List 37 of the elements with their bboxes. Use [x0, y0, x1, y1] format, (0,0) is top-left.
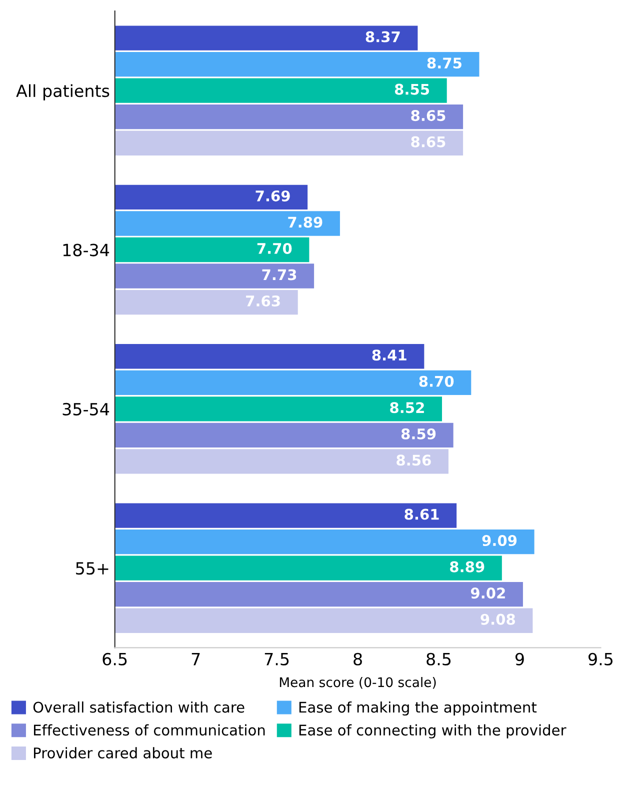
legend-label: Ease of connecting with the provider: [299, 724, 566, 738]
data-label: 8.52: [390, 402, 424, 414]
x-tick-label: 7.5: [264, 653, 289, 666]
data-label: 8.59: [401, 428, 436, 440]
data-label: 7.73: [262, 269, 296, 280]
data-label: 7.70: [257, 242, 292, 254]
data-label: 9.02: [470, 588, 505, 599]
x-tick-label: 7: [192, 653, 200, 666]
data-label: 8.70: [419, 376, 454, 387]
legend-label: Effectiveness of communication: [34, 724, 265, 736]
data-label: 8.61: [404, 508, 439, 520]
x-tick-label: 9.5: [588, 652, 613, 666]
data-label: 7.63: [246, 295, 280, 307]
data-label: 8.37: [366, 31, 400, 42]
data-label: 8.65: [411, 110, 446, 122]
data-label: 8.56: [396, 454, 431, 466]
y-tick-label: 55+: [76, 562, 108, 575]
data-label: 8.65: [411, 136, 446, 148]
data-label: 8.55: [394, 84, 430, 95]
x-tick-label: 9: [515, 652, 524, 666]
data-label: 9.09: [482, 535, 517, 546]
x-axis-title: Mean score (0-10 scale): [280, 676, 436, 689]
y-tick-label: All patients: [16, 84, 110, 100]
data-label: 7.69: [256, 190, 290, 202]
legend-label: Overall satisfaction with care: [33, 701, 244, 713]
y-tick-label: 35-54: [62, 402, 110, 416]
x-tick-label: 6.5: [102, 652, 127, 666]
y-tick-label: 18-34: [63, 244, 110, 256]
data-label: 9.08: [480, 614, 515, 625]
data-label: 8.41: [372, 350, 406, 361]
legend-label: Ease of making the appointment: [299, 701, 537, 716]
x-tick-label: 8: [354, 652, 362, 666]
x-tick-label: 8.5: [426, 652, 451, 666]
legend-label: Provider cared about me: [34, 747, 212, 758]
data-label: 7.89: [288, 216, 322, 228]
data-label: 8.89: [450, 561, 484, 572]
data-label: 8.75: [427, 58, 462, 69]
